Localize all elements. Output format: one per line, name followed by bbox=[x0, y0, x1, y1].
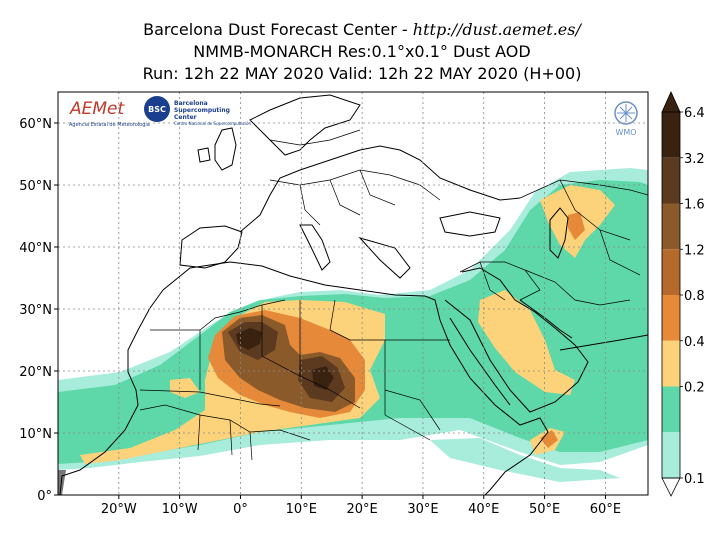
title-url[interactable]: http://dust.aemet.es/ bbox=[412, 20, 581, 39]
border-middle-east bbox=[459, 261, 631, 306]
colorbar-swatch bbox=[662, 386, 680, 433]
lon-tick-label: 50°E bbox=[529, 502, 560, 517]
lat-tick-label: 40°N bbox=[19, 241, 52, 256]
colorbar-swatch bbox=[662, 157, 680, 204]
wmo-logo-text: WMO bbox=[615, 128, 636, 137]
wmo-snowflake-icon bbox=[617, 104, 635, 122]
aemet-logo: AEMet Agencia Estatal de Meteorología bbox=[69, 99, 150, 128]
red-sea bbox=[449, 317, 511, 406]
colorbar-label: 0.2 bbox=[684, 381, 705, 396]
colorbar-swatch bbox=[662, 340, 680, 387]
lat-tick-label: 20°N bbox=[19, 365, 52, 380]
colorbar-swatch bbox=[662, 432, 680, 478]
wmo-logo: WMO bbox=[614, 101, 638, 137]
map-frame bbox=[57, 91, 649, 496]
colorbar-swatch bbox=[662, 249, 680, 295]
map-canvas: AEMet Agencia Estatal de Meteorología BS… bbox=[58, 92, 648, 495]
lon-tick-label: 60°E bbox=[590, 502, 621, 517]
border-west-africa bbox=[139, 404, 311, 461]
colorbar-swatch bbox=[662, 112, 680, 158]
colorbar-label: 1.6 bbox=[684, 198, 705, 213]
lon-tick-label: 20°E bbox=[346, 502, 377, 517]
country-borders bbox=[139, 129, 648, 461]
map-gridlines bbox=[58, 92, 648, 495]
colorbar-extend-min bbox=[661, 477, 681, 497]
lon-tick-label: 30°E bbox=[407, 502, 438, 517]
arabia-coastline bbox=[444, 267, 589, 413]
lat-tick-label: 0° bbox=[37, 489, 52, 504]
border-sahara-west bbox=[139, 299, 286, 407]
title-line-2: NMMB-MONARCH Res:0.1°x0.1° Dust AOD bbox=[193, 42, 531, 61]
title-prefix: Barcelona Dust Forecast Center - bbox=[143, 20, 413, 39]
lon-tick-label: 40°E bbox=[468, 502, 499, 517]
persian-gulf bbox=[519, 299, 573, 339]
title-line-3: Run: 12h 22 MAY 2020 Valid: 12h 22 MAY 2… bbox=[142, 64, 582, 83]
border-sahara-central bbox=[261, 299, 386, 415]
aemet-subtitle: Agencia Estatal de Meteorología bbox=[69, 121, 150, 128]
bsc-logo-subtitle: Centro Nacional de Supercomputación bbox=[174, 121, 252, 126]
lat-tick-label: 10°N bbox=[19, 427, 52, 442]
dust-aod-0.4-layer-arabia bbox=[478, 290, 575, 395]
colorbar-label: 1.2 bbox=[684, 243, 705, 258]
bsc-logo-icon bbox=[144, 96, 170, 122]
lon-tick-label: 0° bbox=[233, 502, 248, 517]
dust-aod-6.4-layer bbox=[236, 328, 262, 350]
no-data-corner bbox=[58, 470, 66, 495]
dust-aod-0.8-layer-caspian bbox=[568, 212, 585, 240]
colorbar-label: 0.8 bbox=[684, 289, 705, 304]
colorbar: 6.4 3.2 1.6 1.2 0.8 0.4 0.2 0.1 bbox=[661, 91, 705, 497]
lon-tick-label: 10°E bbox=[286, 502, 317, 517]
colorbar-extend-max bbox=[661, 91, 681, 113]
aemet-logo-text: AEMet bbox=[69, 99, 125, 119]
border-europe bbox=[269, 129, 441, 226]
title-line-1: Barcelona Dust Forecast Center - http://… bbox=[0, 20, 724, 40]
bsc-logo-name-1: Barcelona bbox=[174, 100, 208, 107]
colorbar-label: 0.4 bbox=[684, 335, 705, 350]
bsc-logo-name-2: Supercomputing bbox=[174, 107, 230, 114]
lat-tick-label: 60°N bbox=[19, 117, 52, 132]
lon-tick-label: 20°W bbox=[101, 502, 137, 517]
dust-aod-0.4-layer-west bbox=[170, 378, 200, 398]
bsc-logo-name-3: Center bbox=[174, 114, 197, 121]
wmo-emblem-icon bbox=[614, 101, 638, 125]
colorbar-swatch bbox=[662, 203, 680, 250]
longitude-axis: 20°W 10°W 0° 10°E 20°E 30°E 40°E 50°E 60°E bbox=[101, 495, 621, 517]
dust-aod-0.1-patch-south bbox=[430, 438, 620, 482]
asia-coastline bbox=[559, 334, 648, 351]
coastlines bbox=[59, 94, 648, 495]
bsc-logo: BSC Barcelona Supercomputing Center Cent… bbox=[144, 96, 252, 126]
colorbar-label: 6.4 bbox=[684, 106, 705, 121]
latitude-axis: 60°N 50°N 40°N 30°N 20°N 10°N 0° bbox=[19, 117, 58, 504]
colorbar-label: 0.1 bbox=[684, 472, 705, 487]
uk-coastline bbox=[197, 127, 237, 171]
border-sudan-egypt bbox=[384, 339, 450, 441]
colorbar-label: 3.2 bbox=[684, 152, 705, 167]
caspian-sea bbox=[549, 207, 569, 259]
iberia-coastline bbox=[179, 225, 243, 269]
europe-coastline bbox=[239, 94, 521, 279]
lat-tick-label: 50°N bbox=[19, 179, 52, 194]
lat-tick-label: 30°N bbox=[19, 303, 52, 318]
africa-coastline bbox=[59, 261, 549, 495]
colorbar-swatch bbox=[662, 295, 680, 341]
black-sea bbox=[439, 211, 501, 237]
bsc-logo-badge: BSC bbox=[148, 105, 166, 114]
lon-tick-label: 10°W bbox=[162, 502, 198, 517]
